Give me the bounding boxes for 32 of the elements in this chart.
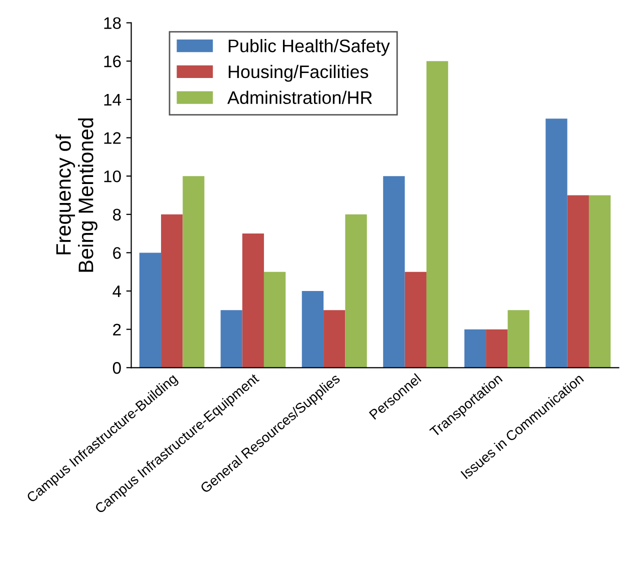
y-axis-title: Frequency of Being Mentioned: [56, 118, 98, 272]
y-tick-label: 10: [104, 170, 121, 182]
bar: [588, 195, 611, 368]
legend-label: Housing/Facilities: [228, 64, 368, 82]
bar: [220, 310, 242, 368]
y-tick-label: 8: [112, 208, 121, 221]
y-tick-label: 18: [104, 17, 121, 30]
legend-label: Public Health/Safety: [228, 39, 390, 56]
bar: [242, 234, 264, 368]
y-tick-label: 14: [104, 94, 122, 106]
y-tick-label: 2: [113, 324, 121, 336]
bar: [404, 272, 426, 368]
bar: [383, 176, 405, 368]
y-tick-label: 0: [112, 362, 121, 374]
bar: [567, 195, 589, 368]
bar: [426, 61, 448, 368]
bar: [324, 310, 346, 368]
bar: [464, 329, 486, 368]
bar: [139, 252, 162, 368]
legend-label: Administration/HR: [227, 90, 372, 104]
bar: [264, 272, 286, 368]
bar: [546, 118, 568, 368]
y-tick-label: 16: [104, 56, 121, 68]
bar: [486, 329, 508, 368]
bar: [508, 310, 530, 368]
bar: [182, 176, 204, 368]
bar: [161, 214, 183, 368]
bar: [345, 214, 367, 368]
y-tick-label: 6: [113, 247, 121, 259]
y-tick-label: 12: [104, 132, 121, 144]
y-tick-label: 4: [112, 286, 122, 298]
bar: [302, 291, 324, 368]
